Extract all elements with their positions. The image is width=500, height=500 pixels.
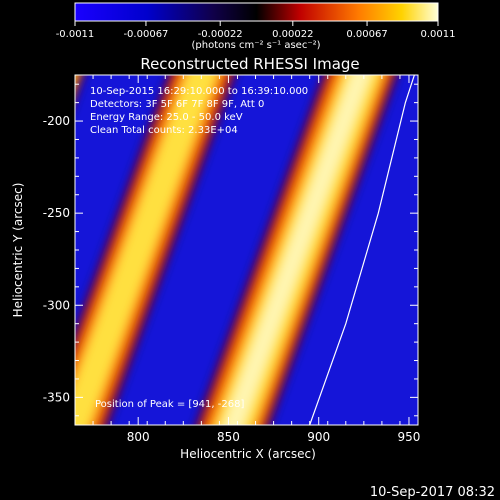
info-line-counts: Clean Total counts: 2.33E+04 xyxy=(90,125,238,136)
heatmap-image xyxy=(75,75,418,425)
info-line-detectors: Detectors: 3F 5F 6F 7F 8F 9F, Att 0 xyxy=(90,99,264,110)
y-tick-label: -350 xyxy=(43,390,70,404)
colorbar-ticks: -0.0011 -0.00067 -0.00022 0.00022 0.00067 0.0… xyxy=(56,21,456,40)
footer-timestamp: 10-Sep-2017 08:32 xyxy=(370,485,495,500)
colorbar-tick-label: -0.00022 xyxy=(198,29,243,40)
info-line-time: 10-Sep-2015 16:29:10.000 to 16:39:10.000 xyxy=(90,86,308,97)
x-tick-label: 850 xyxy=(217,430,240,444)
colorbar-tick-label: 0.0011 xyxy=(421,29,456,40)
colorbar-tick-label: 0.00022 xyxy=(272,29,313,40)
y-axis-label: Heliocentric Y (arcsec) xyxy=(11,183,25,318)
x-tick-label: 900 xyxy=(307,430,330,444)
y-tick-label: -200 xyxy=(43,114,70,128)
y-tick-label: -300 xyxy=(43,298,70,312)
axis-ticks: 800 850 900 950 -200 -250 -300 -350 xyxy=(43,75,421,444)
x-axis-label: Heliocentric X (arcsec) xyxy=(180,447,316,461)
colorbar-tick-label: -0.00067 xyxy=(123,29,168,40)
peak-position-label: Position of Peak = [941, -268] xyxy=(95,399,244,410)
y-tick-label: -250 xyxy=(43,206,70,220)
solar-limb-line xyxy=(309,75,415,425)
colorbar-unit-label: (photons cm⁻² s⁻¹ asec⁻²) xyxy=(191,40,320,51)
colorbar-tick-label: -0.0011 xyxy=(56,29,95,40)
colorbar xyxy=(74,2,439,22)
info-line-energy: Energy Range: 25.0 - 50.0 keV xyxy=(90,112,243,123)
x-tick-label: 950 xyxy=(398,430,421,444)
x-tick-label: 800 xyxy=(127,430,150,444)
chart-title: Reconstructed RHESSI Image xyxy=(140,55,359,73)
colorbar-tick-label: 0.00067 xyxy=(346,29,387,40)
